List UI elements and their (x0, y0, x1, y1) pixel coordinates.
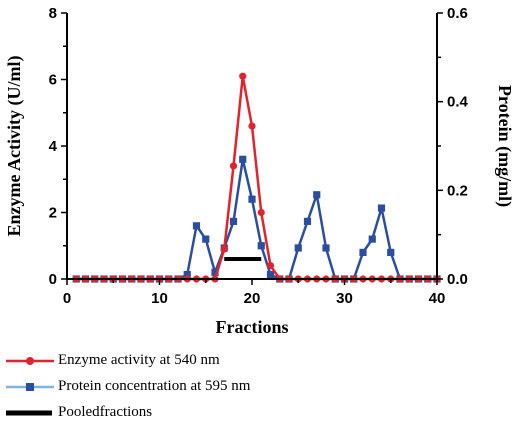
plot-area (72, 72, 441, 283)
x-axis-title: Fractions (216, 317, 289, 337)
axes (66, 13, 438, 280)
enzyme-data-point (266, 262, 275, 270)
protein-data-point (377, 204, 386, 212)
protein-data-point (248, 195, 256, 203)
enzyme-data-point (229, 162, 238, 170)
protein-data-point (229, 217, 238, 225)
legend: Enzyme activity at 540 nm Protein concen… (6, 347, 346, 425)
protein-data-point (387, 248, 395, 256)
left-y-tick-label: 0 (49, 271, 57, 288)
ticks: 0 10 20 30 40 0 2 4 6 8 0.0 0.2 0.4 0.6 (49, 5, 469, 307)
right-y-tick-label: 0.0 (447, 271, 468, 288)
legend-swatch-protein (6, 383, 54, 391)
left-y-tick-label: 4 (49, 138, 58, 155)
protein-data-point (202, 235, 210, 243)
left-y-tick-label: 8 (49, 5, 57, 22)
protein-data-point (211, 268, 219, 276)
protein-data-point (303, 217, 312, 225)
x-tick-label: 0 (63, 290, 71, 307)
protein-data-point (192, 222, 201, 230)
left-y-axis-title: Enzyme Activity (U/ml) (4, 56, 25, 237)
enzyme-data-point (257, 208, 265, 217)
protein-data-point (183, 270, 191, 279)
legend-label-enzyme: Enzyme activity at 540 nm (58, 352, 220, 368)
right-y-tick-label: 0.2 (447, 182, 468, 199)
protein-data-point (294, 244, 302, 252)
protein-data-point (257, 242, 265, 250)
enzyme-series-line (76, 74, 437, 281)
protein-data-point (266, 270, 275, 279)
legend-label-protein: Protein concentration at 595 nm (58, 378, 251, 394)
enzyme-data-point (248, 122, 256, 130)
protein-data-point (322, 244, 330, 252)
legend-label-pooled: Pooledfractions (58, 404, 153, 420)
protein-data-point (359, 248, 367, 256)
chart-svg: 0 10 20 30 40 0 2 4 6 8 0.0 0.2 0.4 0.6 Fractions Enz… (4, 5, 515, 337)
x-tick-label: 30 (336, 290, 353, 307)
protein-data-point (368, 235, 376, 243)
enzyme-data-point (239, 72, 247, 80)
legend-swatch-pooled (6, 410, 52, 416)
x-tick-label: 40 (429, 290, 446, 307)
x-tick-label: 20 (244, 290, 261, 307)
protein-data-point (313, 191, 321, 199)
protein-data-point (239, 155, 247, 163)
legend-swatch-enzyme (6, 357, 54, 365)
left-y-tick-label: 6 (49, 72, 57, 89)
right-y-axis-title: Protein (mg/ml) (494, 85, 515, 207)
right-y-tick-label: 0.4 (447, 94, 469, 111)
left-y-tick-label: 2 (49, 205, 57, 222)
right-y-tick-label: 0.6 (447, 5, 468, 22)
x-tick-label: 10 (151, 290, 168, 307)
enzyme-data-point (220, 245, 228, 253)
